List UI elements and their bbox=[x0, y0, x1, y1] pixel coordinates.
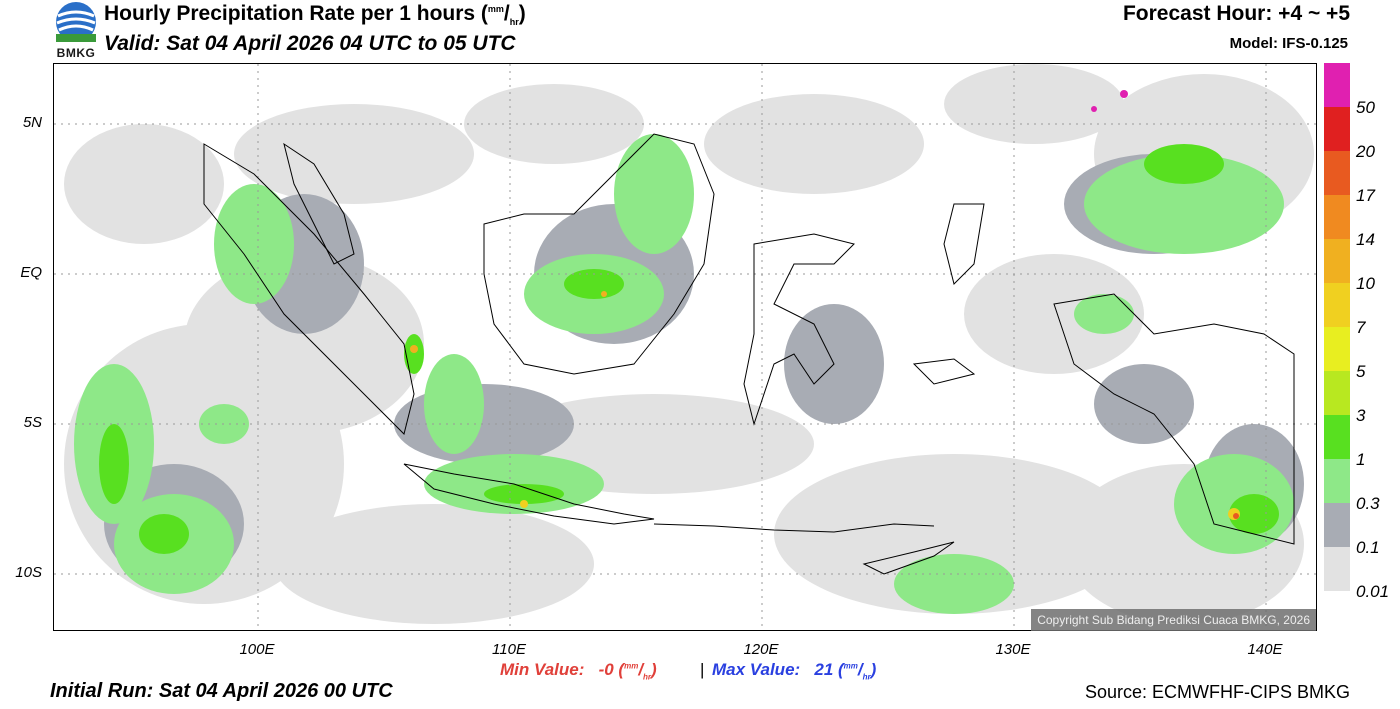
colorbar-label-0.1: 0.1 bbox=[1356, 538, 1380, 557]
lon-label-110e: 110E bbox=[492, 641, 526, 658]
colorbar-label-0.01: 0.01 bbox=[1356, 582, 1390, 601]
colorbar-label-7: 7 bbox=[1356, 318, 1366, 337]
colorbar-segment-1 bbox=[1324, 415, 1350, 459]
lat-label-10s: 10S bbox=[15, 564, 42, 581]
colorbar-label-50: 50 bbox=[1356, 98, 1375, 117]
colorbar-segment-5 bbox=[1324, 327, 1350, 371]
colorbar-segment-20 bbox=[1324, 107, 1350, 151]
colorbar-segment-17 bbox=[1324, 151, 1350, 195]
forecast-hour: Forecast Hour: +4 ~ +5 bbox=[1122, 2, 1350, 25]
precipitation-map bbox=[53, 63, 1317, 631]
source-label: Source: ECMWFHF-CIPS BMKG bbox=[1084, 682, 1350, 702]
green-precip-layer bbox=[99, 144, 1279, 554]
colorbar-segment-3 bbox=[1324, 371, 1350, 415]
lat-label-eq: EQ bbox=[20, 264, 42, 281]
value-separator: | bbox=[700, 660, 705, 679]
colorbar-label-17: 17 bbox=[1356, 186, 1375, 205]
max-value: Max Value: 21 (mm/hr) bbox=[712, 660, 877, 682]
colorbar bbox=[1324, 63, 1350, 591]
lat-label-5s: 5S bbox=[23, 414, 42, 431]
light-precip-layer bbox=[64, 64, 1314, 624]
colorbar-label-1: 1 bbox=[1356, 450, 1366, 469]
heavy-precip-layer bbox=[410, 90, 1240, 520]
min-value: Min Value: -0 (mm/hr) bbox=[500, 660, 657, 682]
colorbar-label-20: 20 bbox=[1356, 142, 1375, 161]
copyright-notice: Copyright Sub Bidang Prediksi Cuaca BMKG… bbox=[1031, 609, 1316, 631]
colorbar-segment-50 bbox=[1324, 63, 1350, 107]
initial-run: Initial Run: Sat 04 April 2026 00 UTC bbox=[50, 680, 393, 702]
lat-label-5n: 5N bbox=[22, 114, 42, 131]
chart-title: Hourly Precipitation Rate per 1 hours (m… bbox=[104, 2, 526, 28]
lon-label-100e: 100E bbox=[239, 641, 275, 658]
lon-label-140e: 140E bbox=[1247, 641, 1283, 658]
colorbar-label-14: 14 bbox=[1356, 230, 1375, 249]
colorbar-segment-0.3 bbox=[1324, 459, 1350, 503]
model-label: Model: IFS-0.125 bbox=[1229, 35, 1348, 52]
colorbar-segment-0.01 bbox=[1324, 547, 1350, 591]
colorbar-label-3: 3 bbox=[1356, 406, 1366, 425]
colorbar-label-5: 5 bbox=[1356, 362, 1366, 381]
coastlines bbox=[203, 133, 1295, 575]
colorbar-segment-0.1 bbox=[1324, 503, 1350, 547]
valid-time: Valid: Sat 04 April 2026 04 UTC to 05 UT… bbox=[104, 32, 516, 55]
colorbar-segment-7 bbox=[1324, 283, 1350, 327]
colorbar-label-0.3: 0.3 bbox=[1356, 494, 1380, 513]
colorbar-label-10: 10 bbox=[1356, 274, 1375, 293]
lon-label-120e: 120E bbox=[743, 641, 779, 658]
logo-text: BMKG bbox=[56, 46, 96, 60]
lon-label-130e: 130E bbox=[995, 641, 1031, 658]
bmkg-logo bbox=[50, 0, 102, 60]
colorbar-segment-14 bbox=[1324, 195, 1350, 239]
grid-lines bbox=[54, 64, 1316, 630]
colorbar-segment-10 bbox=[1324, 239, 1350, 283]
